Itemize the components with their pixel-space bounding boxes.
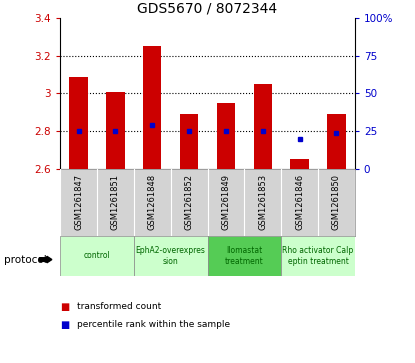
Bar [217,103,235,169]
Bar [208,236,281,276]
Text: ■: ■ [60,320,69,330]
Title: GDS5670 / 8072344: GDS5670 / 8072344 [137,1,278,16]
Bar [143,46,161,169]
Text: GSM1261848: GSM1261848 [148,174,157,231]
Bar [290,159,309,169]
Text: transformed count: transformed count [77,302,161,311]
Text: percentile rank within the sample: percentile rank within the sample [77,321,230,329]
Bar [180,114,198,169]
Text: Rho activator Calp
eptin treatment: Rho activator Calp eptin treatment [282,246,354,266]
Bar [281,236,355,276]
Bar [254,84,272,169]
Bar [106,91,124,169]
Text: Ilomastat
treatment: Ilomastat treatment [225,246,264,266]
Text: GSM1261852: GSM1261852 [185,174,193,231]
Text: GSM1261849: GSM1261849 [222,174,230,231]
Text: ■: ■ [60,302,69,312]
Text: EphA2-overexpres
sion: EphA2-overexpres sion [136,246,205,266]
Text: GSM1261853: GSM1261853 [258,174,267,231]
Text: GSM1261846: GSM1261846 [295,174,304,231]
Text: GSM1261847: GSM1261847 [74,174,83,231]
Text: protocol: protocol [4,254,47,265]
Bar [60,236,134,276]
Text: control: control [84,252,110,260]
Bar [69,77,88,169]
Text: GSM1261851: GSM1261851 [111,174,120,231]
Text: GSM1261850: GSM1261850 [332,174,341,231]
Bar [327,114,346,169]
Bar [134,236,208,276]
